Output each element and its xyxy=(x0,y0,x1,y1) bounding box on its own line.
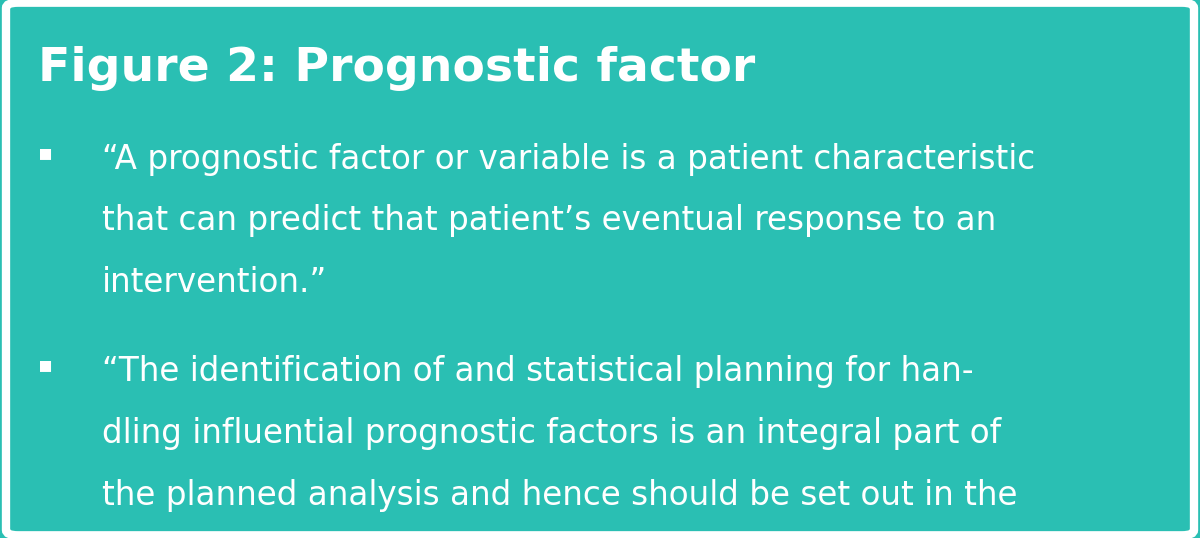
Text: “A prognostic factor or variable is a patient characteristic: “A prognostic factor or variable is a pa… xyxy=(102,143,1036,175)
Text: the planned analysis and hence should be set out in the: the planned analysis and hence should be… xyxy=(102,479,1018,512)
Text: “The identification of and statistical planning for han-: “The identification of and statistical p… xyxy=(102,355,973,388)
Text: that can predict that patient’s eventual response to an: that can predict that patient’s eventual… xyxy=(102,204,996,237)
Text: ▪: ▪ xyxy=(38,355,54,375)
Text: dling influential prognostic factors is an integral part of: dling influential prognostic factors is … xyxy=(102,417,1001,450)
Text: intervention.”: intervention.” xyxy=(102,266,328,299)
Text: ▪: ▪ xyxy=(38,143,54,162)
Text: Figure 2: Prognostic factor: Figure 2: Prognostic factor xyxy=(38,46,756,91)
